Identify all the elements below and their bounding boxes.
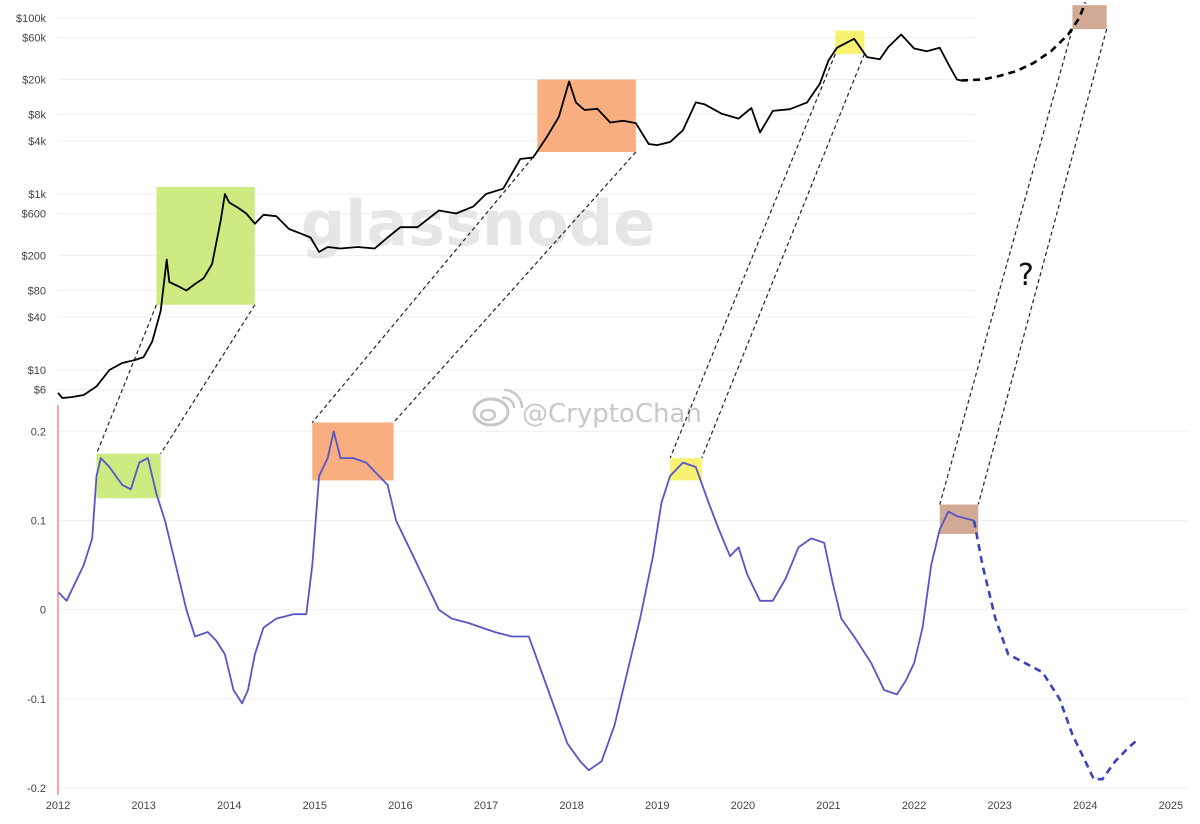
price-axis-tick-label: $80 bbox=[28, 286, 46, 298]
price-line bbox=[57, 33, 962, 399]
time-axis-tick-label: 2013 bbox=[131, 800, 155, 812]
indicator-axis-tick-label: -0.1 bbox=[27, 694, 46, 706]
series-lines bbox=[57, 2, 1140, 781]
time-axis-tick-label: 2016 bbox=[388, 800, 412, 812]
connector-line bbox=[939, 28, 1074, 505]
price-axis-tick-label: $60k bbox=[22, 33, 46, 45]
highlight-boxes bbox=[96, 5, 1107, 534]
axis-ticks: $100k $60k $20k $8k $4k $1k $600 $200 $80 $40 $10 $… bbox=[16, 13, 1183, 812]
connector-line bbox=[95, 304, 158, 454]
time-axis-tick-label: 2025 bbox=[1159, 800, 1183, 812]
indicator-axis-tick-label: 0.2 bbox=[31, 426, 46, 438]
price-axis-tick-label: $100k bbox=[16, 13, 46, 25]
connector-line bbox=[160, 304, 256, 454]
price-highlight-box bbox=[156, 187, 255, 305]
price-projection-line bbox=[961, 2, 1087, 82]
price-axis-tick-label: $1k bbox=[28, 189, 46, 201]
question-mark: ? bbox=[1018, 258, 1034, 293]
indicator-highlight-box bbox=[670, 458, 702, 481]
indicator-highlight-box bbox=[312, 422, 394, 481]
connector-line bbox=[977, 28, 1108, 505]
time-axis-tick-label: 2012 bbox=[46, 800, 70, 812]
connector-line bbox=[669, 53, 836, 459]
indicator-line bbox=[57, 430, 975, 772]
price-highlight-box bbox=[835, 30, 865, 55]
price-axis-tick-label: $600 bbox=[22, 209, 46, 221]
connector-line bbox=[393, 151, 637, 423]
time-axis-tick-label: 2020 bbox=[731, 800, 755, 812]
weibo-logo-icon bbox=[472, 388, 524, 427]
time-axis-tick-label: 2022 bbox=[902, 800, 926, 812]
price-axis-tick-label: $20k bbox=[22, 75, 46, 87]
price-highlight-box bbox=[537, 79, 636, 153]
connector-lines bbox=[95, 28, 1108, 505]
connector-line bbox=[311, 151, 538, 423]
time-axis-tick-label: 2015 bbox=[303, 800, 327, 812]
time-axis-tick-label: 2023 bbox=[987, 800, 1011, 812]
connector-line bbox=[701, 53, 865, 459]
price-axis-tick-label: $40 bbox=[28, 312, 46, 324]
price-axis-tick-label: $10 bbox=[28, 365, 46, 377]
price-axis-tick-label: $6 bbox=[34, 385, 46, 397]
indicator-axis-tick-label: -0.2 bbox=[27, 783, 46, 795]
price-axis-tick-label: $200 bbox=[22, 251, 46, 263]
indicator-highlight-box bbox=[96, 453, 161, 499]
indicator-axis-tick-label: 0 bbox=[40, 605, 46, 617]
author-handle: @CryptoChan bbox=[522, 399, 702, 429]
time-axis-tick-label: 2017 bbox=[474, 800, 498, 812]
time-axis-tick-label: 2024 bbox=[1073, 800, 1097, 812]
time-axis-tick-label: 2021 bbox=[816, 800, 840, 812]
indicator-axis-tick-label: 0.1 bbox=[31, 516, 46, 528]
price-axis-tick-label: $8k bbox=[28, 110, 46, 122]
price-highlight-box bbox=[1072, 5, 1107, 30]
price-axis-tick-label: $4k bbox=[28, 136, 46, 148]
time-axis-tick-label: 2019 bbox=[645, 800, 669, 812]
time-axis-tick-label: 2018 bbox=[559, 800, 583, 812]
time-axis-tick-label: 2014 bbox=[217, 800, 241, 812]
